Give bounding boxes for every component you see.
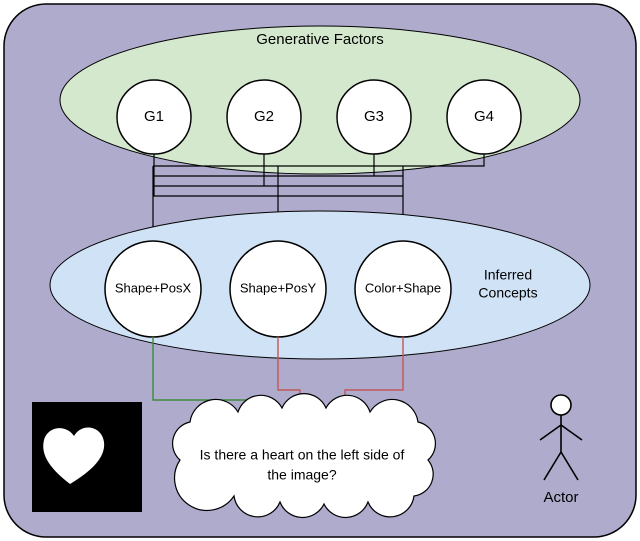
heart-image (32, 402, 142, 512)
concept-nodes: Shape+PosX Shape+PosY Color+Shape (105, 241, 451, 337)
actor-label: Actor (543, 489, 578, 506)
node-g1-label: G1 (144, 108, 164, 125)
cloud-text-line2: the image? (267, 467, 336, 483)
diagram-canvas: Generative Factors G1 G2 G3 G4 Inferred … (0, 0, 640, 541)
node-shape-posy-label: Shape+PosY (240, 280, 317, 295)
node-color-shape-label: Color+Shape (365, 280, 441, 295)
node-g2-label: G2 (254, 108, 274, 125)
cloud-text-line1: Is there a heart on the left side of (200, 447, 405, 463)
node-g4-label: G4 (474, 108, 494, 125)
generative-title: Generative Factors (256, 31, 384, 48)
inferred-title-line1: Inferred (484, 267, 532, 283)
node-shape-posx-label: Shape+PosX (115, 280, 192, 295)
node-g3-label: G3 (364, 108, 384, 125)
question-cloud: Is there a heart on the left side of the… (173, 394, 436, 518)
inferred-title-line2: Concepts (478, 285, 537, 301)
